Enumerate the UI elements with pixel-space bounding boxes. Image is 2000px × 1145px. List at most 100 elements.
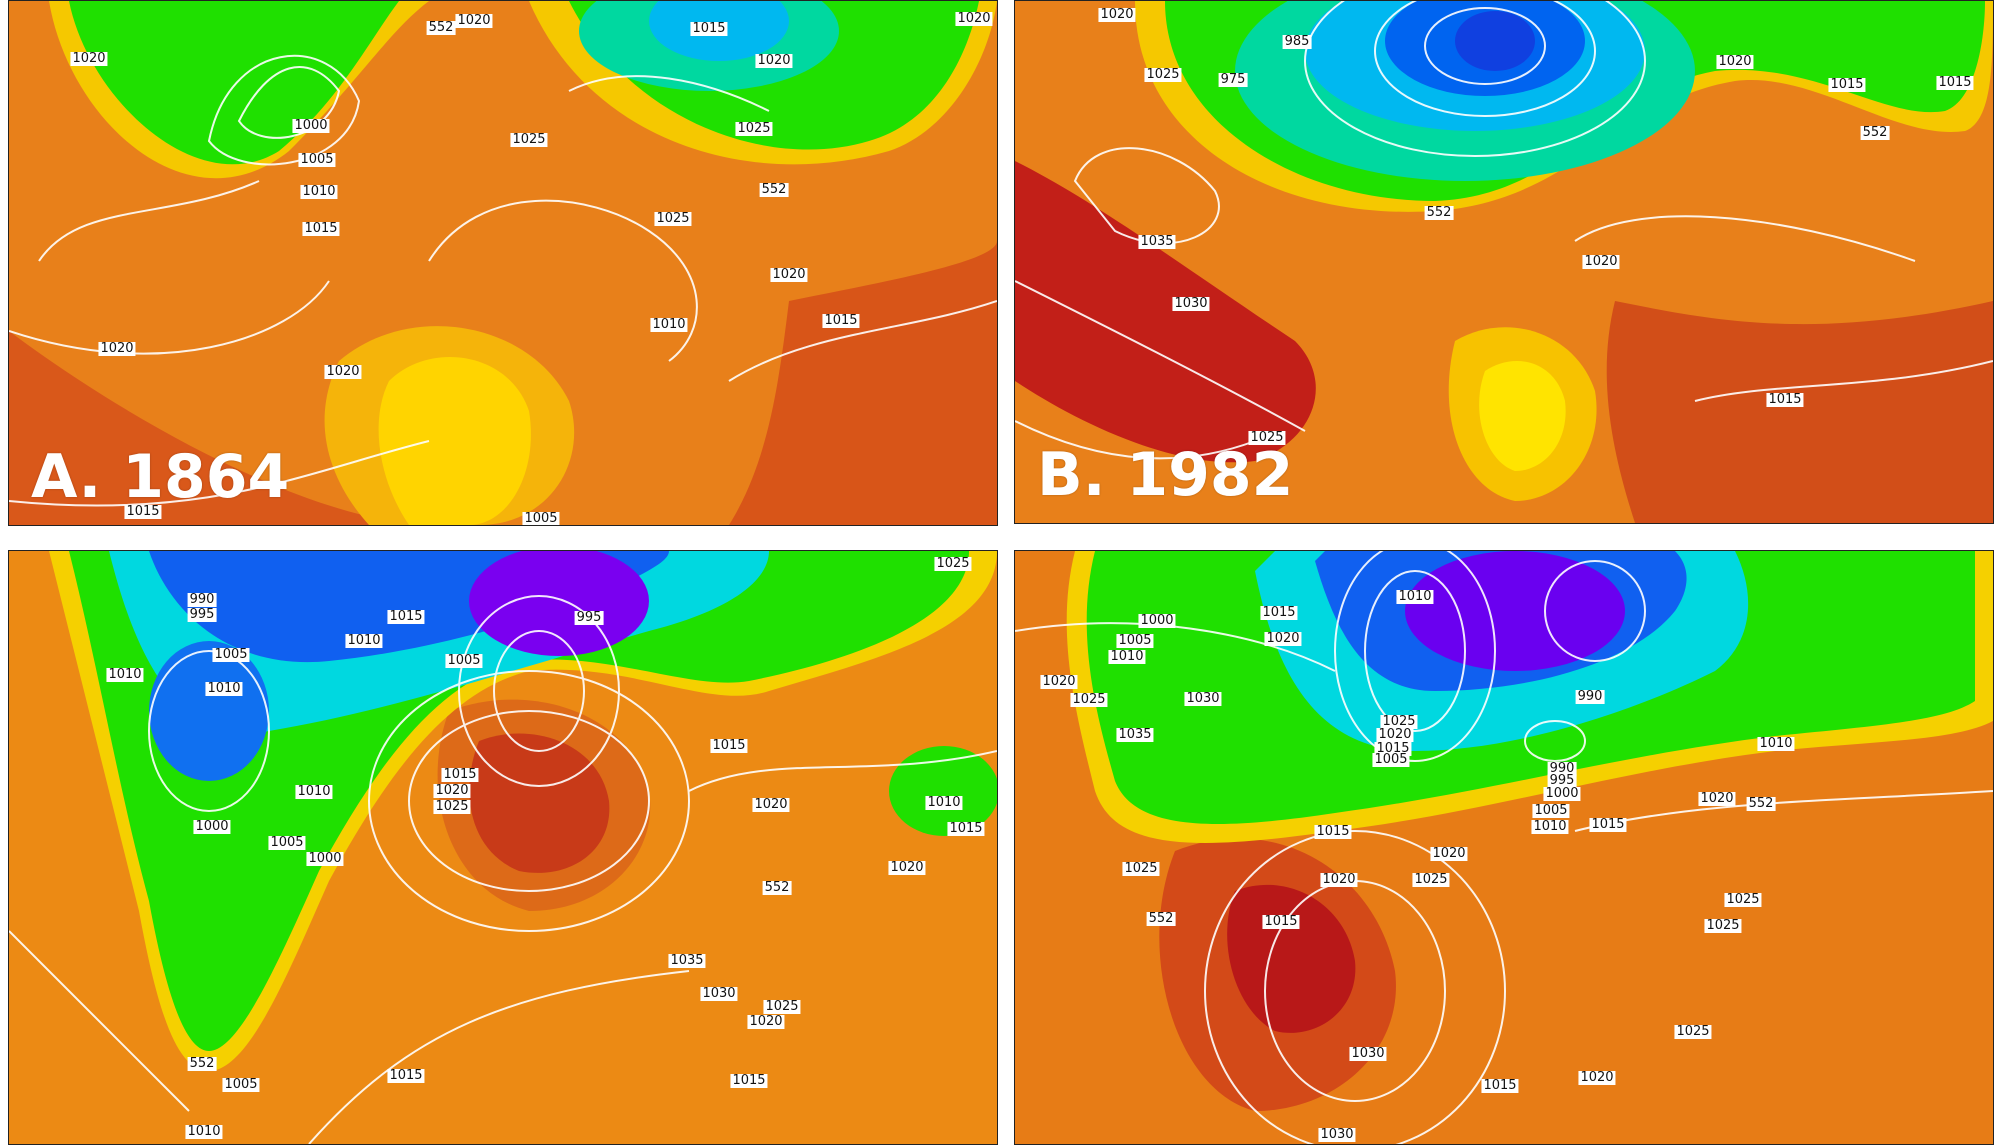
isobar-label: 1020 — [98, 341, 136, 356]
isobar-label: 1025 — [735, 121, 773, 136]
isobar-label: 1025 — [763, 999, 801, 1014]
map-d-field — [1015, 551, 1993, 1144]
isobar-label: 552 — [426, 20, 456, 35]
isobar-label: 1015 — [1314, 824, 1352, 839]
isobar-label: 1025 — [654, 211, 692, 226]
isobar-label: 1020 — [1582, 254, 1620, 269]
isobar-label: 1025 — [1380, 714, 1418, 729]
isobar-label: 1020 — [1716, 54, 1754, 69]
isobar-label: 1035 — [1138, 234, 1176, 249]
isobar-label: 1020 — [433, 783, 471, 798]
isobar-label: 1030 — [700, 986, 738, 1001]
isobar-label: 1015 — [1936, 75, 1974, 90]
isobar-label: 1005 — [298, 152, 336, 167]
isobar-label: 1015 — [730, 1073, 768, 1088]
isobar-label: 1025 — [1412, 872, 1450, 887]
map-a-field — [9, 1, 997, 525]
isobar-label: 1025 — [510, 132, 548, 147]
isobar-label: 1020 — [888, 860, 926, 875]
isobar-label: 1020 — [1098, 7, 1136, 22]
isobar-label: 1020 — [1578, 1070, 1616, 1085]
isobar-label: 552 — [187, 1056, 217, 1071]
map-panel-b: B. 1982 1020 985 975 1025 1020 1015 1015… — [1014, 0, 1994, 524]
isobar-label: 1005 — [212, 647, 250, 662]
map-c-field — [9, 551, 997, 1144]
isobar-label: 1015 — [1262, 914, 1300, 929]
isobar-label: 1005 — [1532, 803, 1570, 818]
isobar-label: 1010 — [1531, 819, 1569, 834]
isobar-label: 1020 — [324, 364, 362, 379]
isobar-label: 1010 — [650, 317, 688, 332]
isobar-label: 1000 — [193, 819, 231, 834]
isobar-label: 1035 — [668, 953, 706, 968]
isobar-label: 1025 — [934, 556, 972, 571]
isobar-label: 1010 — [106, 667, 144, 682]
isobar-label: 1000 — [1138, 613, 1176, 628]
isobar-label: 1010 — [925, 795, 963, 810]
isobar-label: 1015 — [1374, 741, 1412, 756]
isobar-label: 1010 — [205, 681, 243, 696]
isobar-label: 1020 — [1040, 674, 1078, 689]
isobar-label: 1030 — [1172, 296, 1210, 311]
isobar-label: 1025 — [1674, 1024, 1712, 1039]
isobar-label: 1015 — [441, 767, 479, 782]
isobar-label: 1020 — [1320, 872, 1358, 887]
isobar-label: 1015 — [822, 313, 860, 328]
isobar-label: 1015 — [1481, 1078, 1519, 1093]
isobar-label: 1025 — [1704, 918, 1742, 933]
isobar-label: 1020 — [752, 797, 790, 812]
map-panel-a: A. 1864 1020 1015 1020 552 1020 1000 100… — [8, 0, 998, 526]
isobar-label: 1020 — [1376, 727, 1414, 742]
isobar-label: 1015 — [710, 738, 748, 753]
isobar-label: 1030 — [1318, 1127, 1356, 1142]
isobar-label: 1010 — [1396, 589, 1434, 604]
isobar-label: 975 — [1218, 72, 1248, 87]
isobar-label: 1035 — [1116, 727, 1154, 742]
isobar-label: 985 — [1282, 34, 1312, 49]
isobar-label: 1015 — [387, 1068, 425, 1083]
isobar-label: 552 — [1860, 125, 1890, 140]
isobar-label: 1010 — [345, 633, 383, 648]
isobar-label: 1020 — [1264, 631, 1302, 646]
isobar-label: 1015 — [302, 221, 340, 236]
isobar-label: 1020 — [955, 11, 993, 26]
isobar-label: 1025 — [433, 799, 471, 814]
isobar-label: 552 — [1746, 796, 1776, 811]
isobar-label: 1020 — [747, 1014, 785, 1029]
isobar-label: 1010 — [295, 784, 333, 799]
isobar-label: 1015 — [124, 504, 162, 519]
isobar-label: 1025 — [1070, 692, 1108, 707]
isobar-label: 1015 — [1766, 392, 1804, 407]
isobar-label: 1030 — [1349, 1046, 1387, 1061]
isobar-label: 1010 — [1108, 649, 1146, 664]
isobar-label: 1005 — [268, 835, 306, 850]
isobar-label: 1020 — [1430, 846, 1468, 861]
isobar-label: 1020 — [70, 51, 108, 66]
isobar-label: 1010 — [300, 184, 338, 199]
panel-b-label: B. 1982 — [1037, 440, 1294, 510]
isobar-label: 1010 — [185, 1124, 223, 1139]
isobar-label: 552 — [759, 182, 789, 197]
isobar-label: 1005 — [1372, 752, 1410, 767]
isobar-label: 995 — [574, 610, 604, 625]
isobar-label: 1025 — [1724, 892, 1762, 907]
isobar-label: 1005 — [445, 653, 483, 668]
isobar-label: 990 — [1575, 689, 1605, 704]
isobar-label: 1005 — [1116, 633, 1154, 648]
isobar-label: 1025 — [1248, 430, 1286, 445]
isobar-label: 1015 — [947, 821, 985, 836]
isobar-label: 995 — [187, 607, 217, 622]
isobar-label: 552 — [762, 880, 792, 895]
isobar-label: 1005 — [522, 511, 560, 526]
isobar-label: 552 — [1424, 205, 1454, 220]
isobar-label: 1015 — [690, 21, 728, 36]
isobar-label: 1020 — [770, 267, 808, 282]
isobar-label: 990 — [187, 592, 217, 607]
isobar-label: 1020 — [1698, 791, 1736, 806]
isobar-label: 1000 — [292, 118, 330, 133]
isobar-label: 995 — [1547, 773, 1577, 788]
isobar-label: 1010 — [1757, 736, 1795, 751]
map-panel-d: 1000 1010 1015 1020 1005 1010 1020 1025 … — [1014, 550, 1994, 1145]
isobar-label: 1000 — [306, 851, 344, 866]
isobar-label: 1015 — [387, 609, 425, 624]
